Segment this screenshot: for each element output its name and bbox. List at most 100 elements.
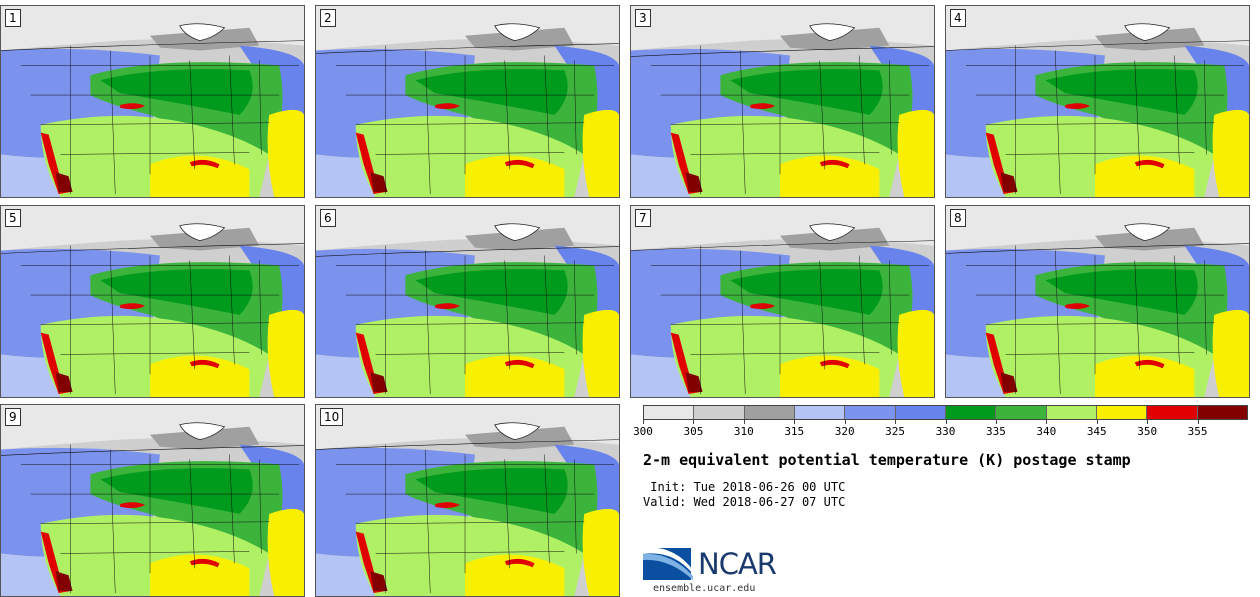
boundary-line [574, 60, 577, 155]
hot-spot-desert [685, 372, 703, 393]
member-number: 8 [950, 209, 966, 227]
colorbar-tick [1147, 420, 1149, 424]
colorbar-tick-label: 330 [935, 425, 956, 438]
boundary-line [859, 255, 865, 365]
map [1, 206, 304, 397]
colorbar-tick [643, 420, 644, 424]
colorbar-tick-label: 335 [985, 425, 1006, 438]
colorbar-tick-label: 325 [885, 425, 906, 438]
state-boundaries [335, 245, 615, 395]
gulf-coast-hot [819, 159, 850, 169]
member-panel: 5 [0, 205, 305, 398]
hot-spot-plains [750, 303, 776, 310]
hot-spot-plains [120, 103, 146, 110]
member-number: 10 [320, 408, 344, 426]
member-panel: 2 [315, 5, 620, 198]
coastline [1, 445, 304, 456]
great-lakes [494, 223, 541, 242]
colorbar-segment [845, 406, 896, 419]
great-lakes [1124, 23, 1171, 42]
coastline [316, 43, 619, 54]
dark-green-band [415, 69, 568, 115]
dark-green-band [100, 69, 253, 115]
gulf-yellow [780, 155, 880, 197]
hot-spot-desert [1000, 172, 1018, 193]
boundary-line [110, 50, 116, 195]
gulf-yellow [780, 355, 880, 397]
state-boundaries [335, 45, 615, 195]
boundary-line [1174, 55, 1180, 165]
gulf-coast-hot [189, 359, 220, 369]
coastline [631, 240, 934, 251]
boundary-line [985, 322, 1215, 326]
map [316, 405, 619, 596]
boundary-line [375, 352, 565, 355]
boundary-line [355, 122, 585, 126]
gulf-coast-hot [504, 359, 535, 369]
map [316, 206, 619, 397]
boundary-line [259, 260, 262, 355]
colorbar-tick [1197, 420, 1199, 424]
dark-green-band [415, 468, 568, 514]
boundary-line [819, 60, 825, 170]
east-yellow [267, 508, 304, 596]
dark-green-band [100, 468, 253, 514]
colorbar-tick [995, 420, 997, 424]
colorbar-tick [895, 420, 897, 424]
colorbar-tick-label: 300 [633, 425, 653, 438]
hot-spot-west [670, 132, 701, 195]
hot-spot-desert [55, 372, 73, 393]
boundary-line [859, 55, 865, 165]
colorbar-tick-label: 355 [1187, 425, 1208, 438]
east-yellow [267, 109, 304, 197]
boundary-line [229, 255, 235, 365]
coastline [631, 46, 934, 57]
boundary-line [189, 260, 195, 370]
boundary-line [60, 352, 250, 355]
hot-spot-plains [435, 502, 461, 509]
boundary-line [544, 454, 550, 564]
colorbar-tick [945, 420, 947, 424]
hot-spot-plains [1065, 103, 1091, 110]
member-number: 4 [950, 9, 966, 27]
member-panel: 7 [630, 205, 935, 398]
colorbar-segment [1147, 406, 1198, 419]
coastline [316, 439, 619, 450]
gulf-coast-hot [819, 359, 850, 369]
east-yellow [1212, 109, 1249, 197]
boundary-line [425, 449, 431, 594]
member-number: 5 [5, 209, 21, 227]
great-lakes [1124, 223, 1171, 242]
colorbar-tick [794, 420, 796, 424]
dark-green-band [1045, 269, 1198, 315]
colorbar-tick-label: 310 [733, 425, 754, 438]
member-panel: 6 [315, 205, 620, 398]
dark-green-band [100, 269, 253, 315]
state-boundaries [335, 444, 615, 594]
colorbar [643, 405, 1248, 420]
gulf-yellow [465, 355, 565, 397]
east-yellow [267, 309, 304, 397]
boundary-line [355, 322, 585, 326]
boundary-line [1204, 260, 1207, 355]
gulf-yellow [150, 155, 250, 197]
hot-spot-west [355, 332, 386, 395]
figure-title: 2-m equivalent potential temperature (K)… [643, 451, 1131, 469]
boundary-line [110, 250, 116, 395]
boundary-line [1005, 352, 1195, 355]
boundary-line [1134, 60, 1140, 170]
gulf-coast-hot [504, 159, 535, 169]
colorbar-tick-label: 305 [683, 425, 704, 438]
boundary-line [690, 352, 880, 355]
hot-spot-desert [370, 571, 388, 592]
member-panel: 9 [0, 404, 305, 597]
east-yellow [582, 508, 619, 596]
great-lakes [179, 223, 226, 242]
hot-spot-desert [55, 571, 73, 592]
colorbar-segment [744, 406, 795, 419]
hot-spot-desert [370, 172, 388, 193]
colorbar-tick [743, 420, 745, 424]
colorbar-segment [1096, 406, 1148, 419]
gulf-coast-hot [504, 558, 535, 568]
colorbar-segment [945, 406, 997, 419]
